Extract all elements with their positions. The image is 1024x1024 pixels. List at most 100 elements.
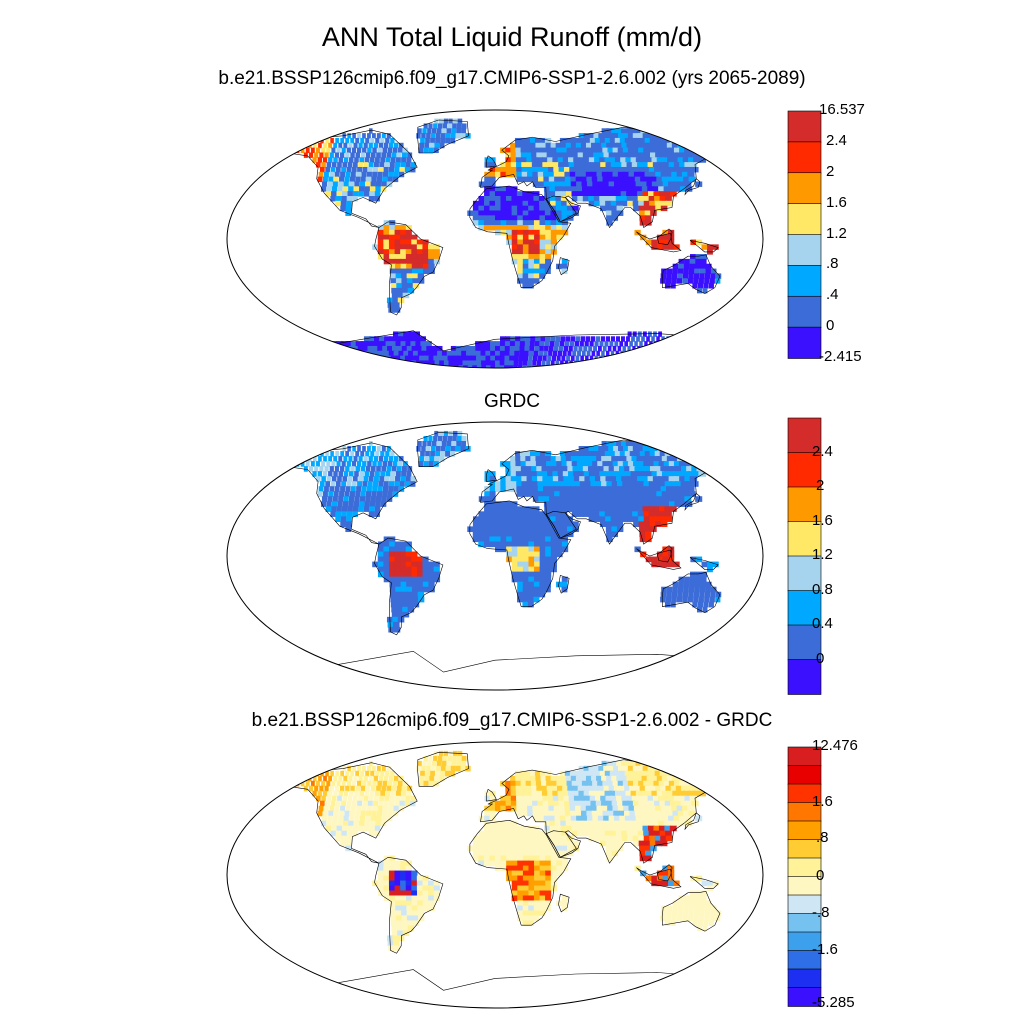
map-cell [621,196,628,202]
map-cell [505,191,513,197]
map-cell [528,875,535,882]
map-cell [389,566,396,573]
coastline [636,231,682,253]
map-cell [452,430,458,437]
map-cell [647,133,656,139]
map-cell [461,755,467,762]
map-cell [709,137,718,144]
map-cell [609,790,617,797]
map-cell [693,790,701,797]
map-cell [361,805,367,812]
map-cell [603,785,611,792]
map-cell [667,229,675,236]
map-cell [594,200,601,207]
map-cell [550,546,558,553]
colorbar-label: 12.476 [812,737,858,754]
map-cell [660,200,667,207]
map-cell [406,915,414,922]
map-cell [484,196,491,202]
map-cell [529,451,537,457]
map-cell [355,152,360,158]
map-cell [395,790,401,797]
map-cell [561,840,568,847]
map-cell [553,166,560,173]
map-cell [539,205,546,212]
map-cell [533,895,541,902]
map-cell [679,451,688,457]
map-cell [617,365,620,368]
map-cell [661,345,665,352]
map-cell [471,355,478,362]
map-cell [456,760,462,767]
map-cell [517,576,524,583]
map-cell [367,147,372,154]
map-cell [389,258,396,265]
map-cell [613,355,617,362]
map-cell [585,481,592,487]
map-cell [576,496,583,502]
map-cell [406,345,414,352]
map-cell [472,840,479,847]
map-cell [691,152,700,158]
map-cell [634,810,642,817]
map-cell [337,186,343,192]
map-cell [528,835,535,842]
map-cell [511,244,518,250]
map-cell [651,880,658,887]
map-cell [335,451,339,457]
map-cell [513,365,518,368]
map-cell [416,556,424,563]
map-cell [565,142,573,149]
map-cell [383,546,390,553]
map-cell [495,360,501,366]
map-cell [383,566,390,573]
map-cell [400,263,407,270]
map-cell [621,162,629,168]
map-cell [683,350,686,357]
map-cell [631,456,639,462]
map-cell [364,471,370,477]
map-cell [663,780,672,787]
map-cell [624,341,629,347]
map-cell [532,171,539,178]
map-cell [395,905,402,912]
map-cell [611,775,619,782]
map-cell [606,142,614,149]
map-cell [287,350,297,357]
map-cell [434,456,440,462]
map-cell [499,360,505,366]
map-cell [377,225,385,231]
map-cell [545,336,551,342]
map-cell [522,205,529,212]
map-cell [346,481,352,487]
map-cell [433,254,440,260]
map-cell [389,855,396,862]
map-cell [437,755,443,762]
map-cell [668,147,677,154]
map-cell [594,835,601,842]
map-cell [511,196,518,202]
map-cell [616,760,624,767]
map-cell [378,800,384,807]
map-cell [320,341,329,347]
coastline [636,867,682,889]
map-cell [389,249,396,255]
map-cell [620,825,628,832]
map-cell [592,186,600,192]
map-cell [549,186,556,192]
map-cell [608,446,616,452]
map-cell [546,147,553,154]
map-cell [395,263,402,270]
map-cell [633,521,640,528]
map-cell [556,855,563,862]
map-cell [684,137,693,144]
map-cell [483,205,491,212]
map-cell [661,905,667,912]
map-cell [521,795,528,802]
map-cell [387,940,395,946]
map-cell [345,205,352,212]
map-cell [671,915,677,922]
colorbar-swatch [787,234,822,267]
map-cell [335,516,341,522]
map-cell [372,780,377,787]
